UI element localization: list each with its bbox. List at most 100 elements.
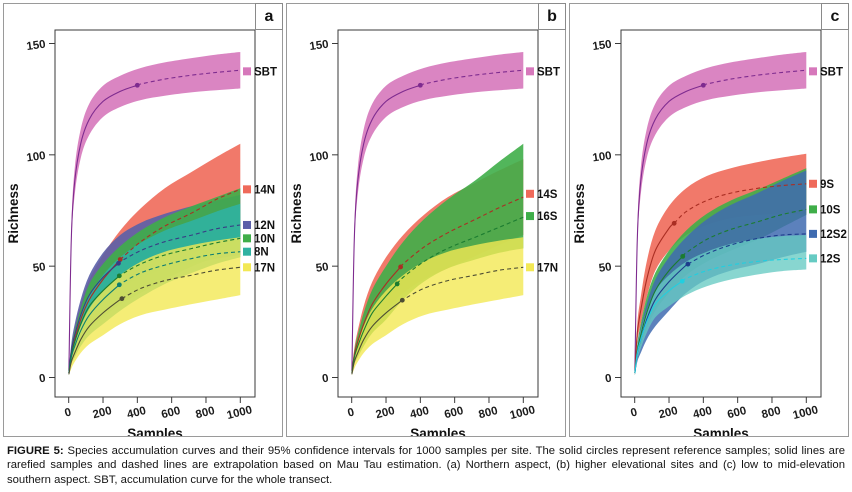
series-12S-rarefied-line	[634, 280, 683, 374]
series-12S-extrapolation-line	[681, 257, 807, 282]
y-tick-label: 100	[26, 150, 47, 165]
legend-label-12S2: 12S2	[820, 229, 847, 241]
panel-c-chart: 0 50 100 150 0 200 400 600 800 1000 Richness Sample…	[572, 29, 847, 436]
legend-swatch-14S	[526, 189, 534, 198]
series-12N-rarefied-line	[68, 262, 119, 374]
legend-item-12S: 12S	[809, 253, 841, 265]
series-SBT-reference-point	[417, 82, 423, 88]
x-tick-label: 200	[658, 405, 680, 421]
series-SBT-rarefied-line	[68, 84, 138, 371]
series-14S-reference-point	[398, 264, 404, 270]
y-tick-label: 150	[309, 39, 330, 54]
panel-c-letter: c	[821, 3, 849, 30]
x-tick-label: 800	[477, 405, 499, 421]
legend-item-12N: 12N	[243, 220, 275, 232]
caption-text: Species accumulation curves and their 95…	[7, 445, 845, 486]
legend-item-SBT: SBT	[526, 66, 560, 78]
x-tick-label: 800	[194, 405, 216, 421]
y-axis-title: Richness	[289, 183, 304, 243]
legend-swatch-12N	[243, 220, 251, 229]
plot-area	[634, 52, 807, 376]
legend-swatch-SBT	[526, 67, 534, 76]
series-10N-reference-point	[116, 273, 122, 279]
y-tick-label: 50	[32, 261, 46, 275]
legend-item-14S: 14S	[526, 189, 558, 201]
y-tick-label: 150	[592, 39, 613, 54]
x-tick-label: 400	[126, 405, 148, 421]
legend-swatch-8N	[243, 247, 251, 256]
x-tick-label: 1000	[509, 404, 537, 422]
legend-label-10N: 10N	[254, 233, 275, 245]
panel-b: b 0 50 100 150 0 200 400 600 800 1000 Richness Samp…	[286, 3, 566, 437]
series-17N-confidence-band	[351, 237, 524, 376]
series-SBT-rarefied-line	[351, 84, 421, 371]
series-SBT-extrapolation-line	[136, 69, 241, 86]
legend-label-SBT: SBT	[254, 66, 277, 78]
legend-label-14N: 14N	[254, 184, 275, 196]
series-17N-reference-point	[399, 297, 405, 303]
series-12S-confidence-band	[634, 235, 807, 376]
y-tick-label: 0	[38, 373, 46, 386]
legend-label-14S: 14S	[537, 189, 558, 201]
y-tick-label: 50	[598, 261, 612, 275]
legend-label-10S: 10S	[820, 204, 841, 216]
series-17N-reference-point	[119, 296, 125, 302]
legend-label-8N: 8N	[254, 247, 269, 259]
series-14S-extrapolation-line	[400, 196, 524, 268]
x-tick-label: 400	[692, 405, 714, 421]
x-axis-title: Samples	[127, 426, 183, 436]
legend-label-12N: 12N	[254, 220, 275, 232]
panel-a: a 0 50 100 150 0 200 400 600 800 1000 Richness Samp…	[3, 3, 283, 437]
legend-label-9S: 9S	[820, 179, 834, 191]
series-SBT-confidence-band	[351, 52, 524, 373]
series-12S2-extrapolation-line	[687, 233, 807, 265]
legend-swatch-10S	[809, 205, 817, 214]
series-10S-reference-point	[680, 253, 686, 259]
x-tick-label: 400	[409, 405, 431, 421]
legend-item-9S: 9S	[809, 179, 834, 191]
plot-box	[54, 29, 256, 398]
series-SBT-confidence-band	[68, 52, 241, 373]
plot-area	[351, 52, 524, 376]
y-tick-label: 100	[309, 150, 330, 165]
caption-label: FIGURE 5:	[7, 445, 64, 457]
series-SBT-reference-point	[700, 82, 706, 88]
legend-label-17N: 17N	[254, 262, 275, 274]
series-14N-reference-point	[117, 257, 123, 262]
x-tick-label: 0	[346, 406, 355, 419]
y-tick-label: 0	[321, 373, 329, 386]
series-16S-rarefied-line	[351, 283, 398, 374]
x-tick-label: 1000	[792, 404, 820, 422]
y-tick-label: 0	[604, 373, 612, 386]
legend-swatch-SBT	[243, 67, 251, 76]
panel-a-letter: a	[255, 3, 283, 30]
series-9S-reference-point	[671, 220, 677, 226]
legend-swatch-17N	[243, 263, 251, 272]
x-tick-label: 800	[760, 405, 782, 421]
legend-item-12S2: 12S2	[809, 229, 847, 241]
legend-item-SBT: SBT	[243, 66, 277, 78]
y-tick-label: 100	[592, 150, 613, 165]
x-tick-label: 600	[726, 405, 748, 421]
panel-c: c 0 50 100 150 0 200 400 600 800 1000 Richness Samp…	[569, 3, 849, 437]
legend-swatch-9S	[809, 179, 817, 188]
legend-label-17N: 17N	[537, 262, 558, 274]
x-tick-label: 0	[63, 406, 72, 419]
legend-swatch-14N	[243, 185, 251, 194]
x-tick-label: 600	[160, 405, 182, 421]
series-12N-reference-point	[116, 260, 121, 266]
x-tick-label: 1000	[226, 404, 254, 422]
panel-b-letter: b	[538, 3, 566, 30]
legend-item-14N: 14N	[243, 184, 275, 196]
x-tick-label: 200	[375, 405, 397, 421]
y-axis-title: Richness	[572, 183, 587, 243]
panel-b-chart: 0 50 100 150 0 200 400 600 800 1000 Richness Sample…	[289, 29, 560, 436]
series-SBT-confidence-band	[634, 52, 807, 373]
legend-item-SBT: SBT	[809, 66, 843, 78]
series-17N-confidence-band	[68, 237, 241, 376]
legend-item-8N: 8N	[243, 247, 269, 259]
plot-area	[68, 52, 241, 376]
series-8N-rarefied-line	[68, 284, 120, 374]
panel-a-chart: 0 50 100 150 0 200 400 600 800 1000 Richness Sample…	[6, 29, 277, 436]
